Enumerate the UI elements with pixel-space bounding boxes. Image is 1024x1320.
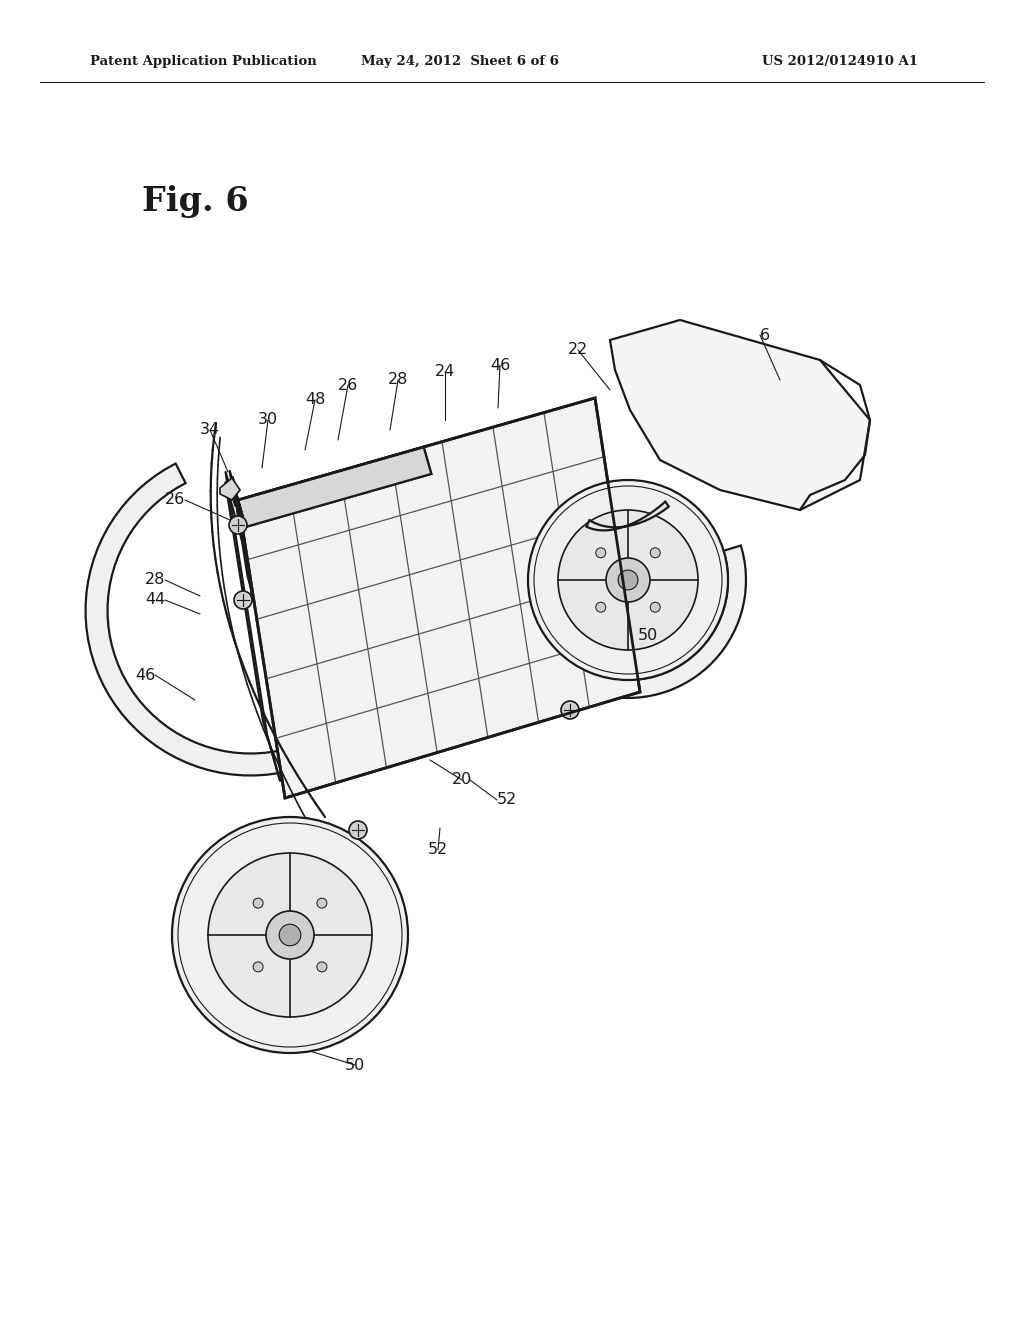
Text: 22: 22: [568, 342, 588, 358]
Text: 50: 50: [638, 627, 658, 643]
Polygon shape: [220, 478, 240, 500]
Text: 20: 20: [452, 772, 472, 788]
Polygon shape: [232, 480, 253, 595]
Circle shape: [596, 602, 606, 612]
Polygon shape: [238, 447, 431, 527]
Text: Fig. 6: Fig. 6: [142, 186, 249, 219]
Polygon shape: [232, 477, 253, 599]
Circle shape: [280, 924, 301, 946]
Text: US 2012/0124910 A1: US 2012/0124910 A1: [762, 55, 918, 69]
Circle shape: [316, 962, 327, 972]
Circle shape: [618, 570, 638, 590]
Polygon shape: [610, 319, 870, 510]
Text: 6: 6: [760, 327, 770, 342]
Text: 46: 46: [135, 668, 155, 682]
Text: 52: 52: [497, 792, 517, 808]
Circle shape: [606, 558, 650, 602]
Text: 28: 28: [388, 372, 409, 388]
Text: 26: 26: [165, 492, 185, 507]
Polygon shape: [587, 502, 669, 531]
Circle shape: [561, 701, 579, 719]
Polygon shape: [86, 463, 416, 775]
Circle shape: [650, 602, 660, 612]
Polygon shape: [511, 545, 745, 698]
Text: 24: 24: [435, 364, 455, 380]
Circle shape: [266, 911, 314, 960]
Text: 34: 34: [200, 422, 220, 437]
Circle shape: [650, 548, 660, 558]
Circle shape: [528, 480, 728, 680]
Text: Patent Application Publication: Patent Application Publication: [90, 55, 316, 69]
Circle shape: [172, 817, 408, 1053]
Circle shape: [253, 962, 263, 972]
Circle shape: [316, 898, 327, 908]
Circle shape: [208, 853, 372, 1016]
Circle shape: [596, 548, 606, 558]
Text: 52: 52: [428, 842, 449, 858]
Circle shape: [234, 591, 252, 609]
Circle shape: [253, 898, 263, 908]
Text: 50: 50: [345, 1057, 366, 1072]
Text: 26: 26: [338, 378, 358, 392]
Text: 48: 48: [305, 392, 326, 408]
Polygon shape: [238, 447, 431, 527]
Text: 46: 46: [489, 358, 510, 372]
Text: 44: 44: [144, 593, 165, 607]
Circle shape: [229, 516, 247, 535]
Text: May 24, 2012  Sheet 6 of 6: May 24, 2012 Sheet 6 of 6: [361, 55, 559, 69]
Circle shape: [558, 510, 698, 649]
Circle shape: [349, 821, 367, 840]
Polygon shape: [238, 399, 640, 799]
Polygon shape: [232, 480, 246, 527]
Text: 28: 28: [144, 573, 165, 587]
Text: 30: 30: [258, 412, 279, 428]
